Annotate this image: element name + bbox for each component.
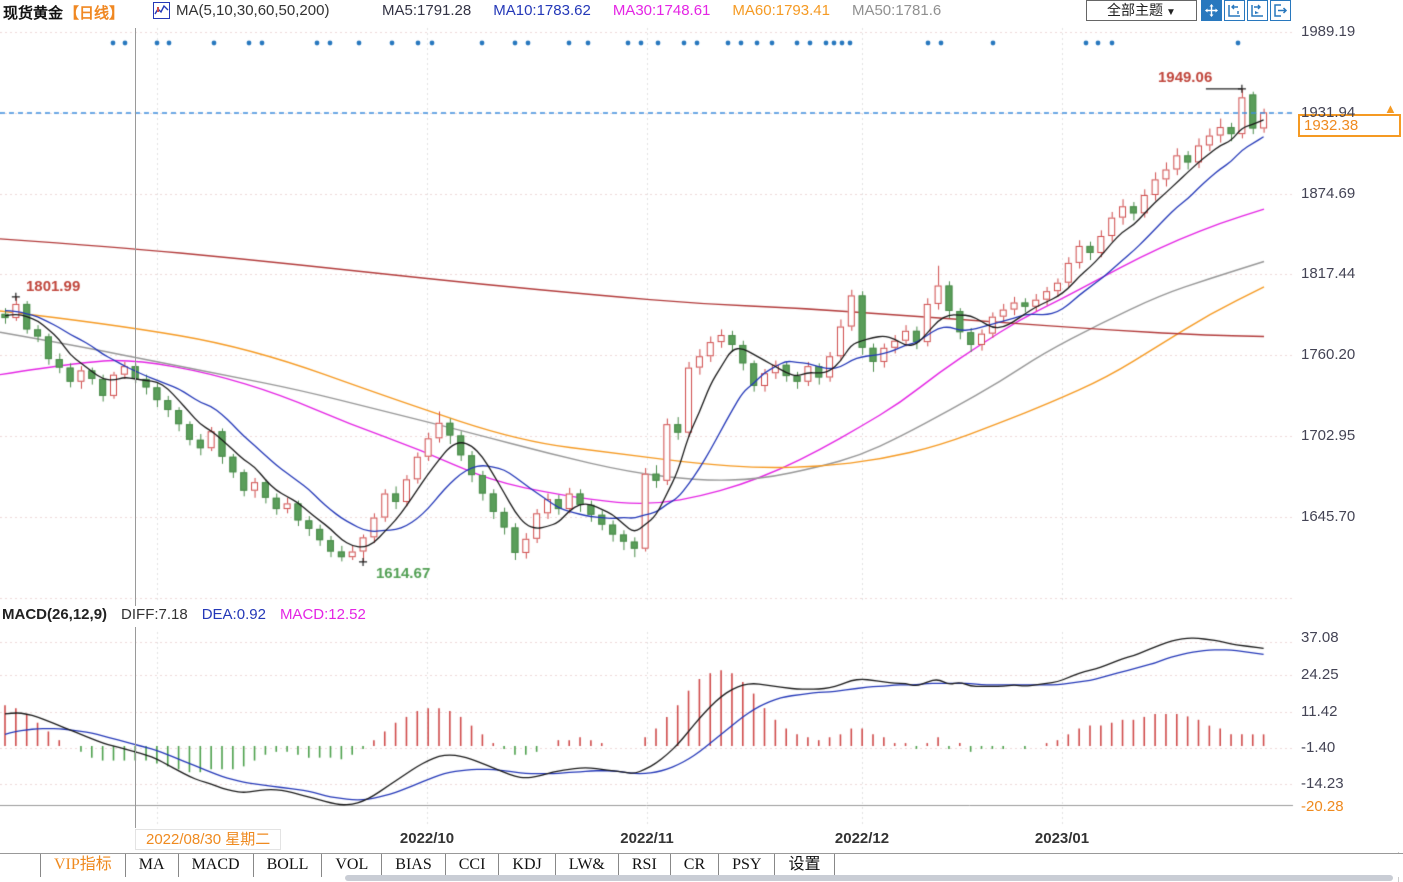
ma-settings-label[interactable]: MA(5,10,30,60,50,200): [176, 2, 330, 19]
price-axis-label: 1702.95: [1301, 427, 1356, 444]
indicator-tab-VOL[interactable]: VOL: [322, 854, 383, 877]
indicator-tab-bar: VIP指标 MA MACD BOLL VOL BIAS CCI KDJ LW& RSI CR PSY 设…: [0, 853, 1403, 877]
indicator-tab-PSY[interactable]: PSY: [719, 854, 776, 877]
date-axis-tick: 2022/10: [399, 830, 455, 847]
macd-chart-canvas[interactable]: [0, 628, 1296, 828]
ma-value-label: MA30:1748.61: [612, 2, 711, 19]
ma-value-label: MA10:1783.62: [493, 2, 591, 19]
horizontal-scrollbar[interactable]: [345, 875, 1393, 881]
indicator-tab-MACD[interactable]: MACD: [179, 854, 254, 877]
date-axis-tick: 2022/12: [834, 830, 890, 847]
export-right-icon[interactable]: [1270, 0, 1291, 21]
price-axis-label: 1817.44: [1301, 265, 1356, 282]
ma-value-label: MA60:1793.41: [732, 2, 830, 19]
price-axis-column: ▲ 1932.38 1989.19 1931.94 1874.69 1817.44 17…: [1296, 0, 1403, 852]
price-axis-label: 1645.70: [1301, 508, 1356, 525]
indicator-tab-设置[interactable]: 设置: [775, 854, 835, 877]
price-axis-label: 1989.19: [1301, 23, 1356, 40]
ma-values-row: MA5:1791.28 MA10:1783.62 MA30:1748.61 MA60:…: [382, 2, 963, 19]
macd-settings-label[interactable]: MACD(26,12,9): [2, 606, 108, 623]
crosshair-date-label: 2022/08/30 星期二: [135, 829, 282, 850]
ma-value-label: MA5:1791.28: [382, 2, 472, 19]
indicator-tab-CCI[interactable]: CCI: [446, 854, 500, 877]
indicator-tab-VIP指标[interactable]: VIP指标: [41, 854, 126, 877]
macd-value-label: DIFF:7.18: [121, 606, 188, 623]
macd-axis-label: -1.40: [1301, 739, 1336, 756]
date-axis-tick: 2022/11: [620, 830, 674, 847]
crosshair-vertical-line: [135, 28, 136, 828]
indicator-tab-MA[interactable]: MA: [126, 854, 179, 877]
current-price-box: 1932.38: [1298, 114, 1401, 137]
indicator-tab-BOLL[interactable]: BOLL: [254, 854, 323, 877]
price-axis-label: 1874.69: [1301, 185, 1356, 202]
indicator-tab-RSI[interactable]: RSI: [619, 854, 671, 877]
macd-axis-label: 11.42: [1301, 703, 1338, 720]
price-axis-label: 1760.20: [1301, 346, 1356, 363]
date-axis-row: 2022/08/30 星期二 2022/10 2022/11 2022/12 2023…: [0, 828, 1403, 852]
period-label[interactable]: 【日线】: [64, 5, 125, 22]
price-axis-label: 1931.94: [1301, 104, 1356, 121]
theme-selector-button[interactable]: 全部主题 ▼: [1086, 0, 1197, 21]
symbol-name: 现货黄金: [3, 5, 64, 22]
indicator-tab-KDJ[interactable]: KDJ: [499, 854, 556, 877]
move-cross-icon[interactable]: [1201, 0, 1222, 21]
price-chart-canvas[interactable]: [0, 0, 1296, 606]
indicator-tab-LW&[interactable]: LW&: [556, 854, 619, 877]
tab-bar-spacer: [0, 854, 41, 877]
macd-value-label: DEA:0.92: [201, 606, 266, 623]
indicator-tab-CR[interactable]: CR: [671, 854, 720, 877]
macd-axis-label: 37.08: [1301, 629, 1339, 646]
macd-axis-label: -14.23: [1301, 775, 1344, 792]
macd-values-row: DIFF:7.18 DEA:0.92 MACD:12.52: [107, 606, 366, 623]
chart-header: 现货黄金 【日线】 MA(5,10,30,60,50,200) MA5:1791…: [0, 0, 1403, 23]
theme-selector-label: 全部主题: [1107, 2, 1164, 18]
date-axis-tick: 2023/01: [1034, 830, 1090, 847]
indicator-tab-BIAS[interactable]: BIAS: [382, 854, 446, 877]
scale-axis-left-icon[interactable]: [1224, 0, 1245, 21]
macd-header: MACD(26,12,9) DIFF:7.18 DEA:0.92 MACD:12.52: [2, 606, 366, 627]
chart-toolbar: [1201, 0, 1291, 21]
ma-value-label: MA50:1781.6: [851, 2, 942, 19]
chevron-down-icon: ▼: [1166, 7, 1176, 18]
macd-value-label: MACD:12.52: [279, 606, 366, 623]
macd-axis-label: 24.25: [1301, 666, 1339, 683]
kline-chart-icon: [153, 2, 170, 19]
price-up-arrow-icon: ▲: [1384, 101, 1397, 116]
macd-axis-label: -20.28: [1301, 798, 1344, 815]
scale-axis-right-icon[interactable]: [1247, 0, 1268, 21]
